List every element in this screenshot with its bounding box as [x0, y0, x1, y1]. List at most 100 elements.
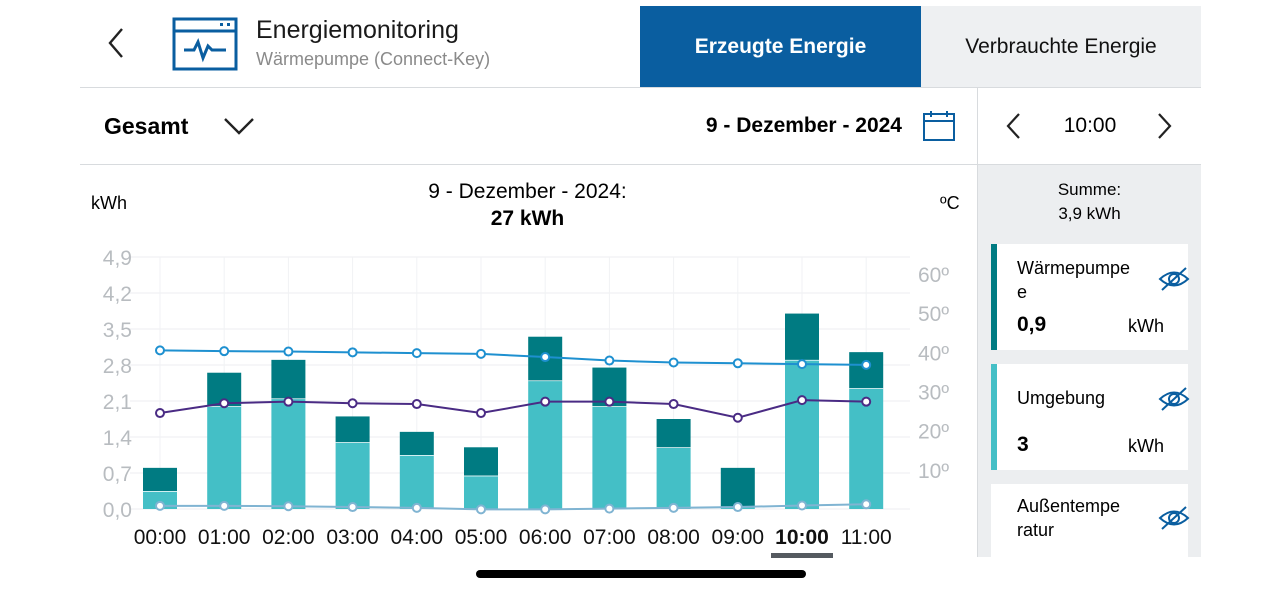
bar-umgebung — [785, 359, 819, 509]
bar-umgebung — [207, 406, 242, 509]
temperature-line — [159, 399, 867, 419]
temperature-point — [155, 408, 165, 419]
page-title: Energiemonitoring — [256, 16, 459, 44]
bar-waermepumpe — [656, 419, 691, 448]
temperature-point — [861, 359, 872, 370]
temperature-point — [155, 500, 165, 511]
selected-time-indicator — [771, 553, 833, 558]
temperature-point — [283, 396, 294, 407]
chart-total: 27 kWh — [490, 207, 565, 230]
temperature-point — [732, 412, 743, 423]
divider-vertical — [977, 87, 978, 557]
x-tick-label: 00:00 — [134, 526, 187, 549]
y-tick-label-left: 2,1 — [103, 391, 132, 414]
bar-umgebung — [656, 447, 691, 509]
bar-waermepumpe — [785, 313, 819, 360]
temperature-point — [668, 502, 679, 513]
x-tick-label: 08:00 — [647, 526, 700, 549]
y-tick-label-left: 0,0 — [103, 499, 132, 522]
next-time-button[interactable] — [1150, 111, 1178, 141]
temperature-point — [219, 398, 230, 409]
temperature-point — [797, 359, 807, 370]
x-tick-label: 03:00 — [326, 526, 379, 549]
selected-date: 9 - Dezember - 2024 — [705, 114, 902, 137]
previous-time-button[interactable] — [1000, 111, 1028, 141]
energy-monitor-icon — [172, 17, 238, 71]
bar-umgebung — [592, 406, 627, 509]
card-name: Umgebung — [1017, 386, 1137, 410]
y-tick-label-left: 4,2 — [103, 283, 132, 306]
temperature-point — [219, 346, 230, 357]
x-tick-label: 02:00 — [262, 526, 315, 549]
divider — [80, 164, 1201, 165]
card-value: 3 — [1017, 433, 1029, 456]
bar-waermepumpe — [271, 359, 306, 399]
temperature-point — [347, 398, 358, 409]
temperature-point — [283, 346, 294, 357]
card-name-line: e — [1017, 282, 1028, 302]
temperature-point — [219, 500, 230, 511]
bar-waermepumpe — [720, 467, 755, 507]
y-tick-label-right: 50º — [918, 303, 949, 326]
y-axis-left-unit: kWh — [91, 193, 127, 213]
card-unit: kWh — [1128, 316, 1164, 336]
bar-waermepumpe — [399, 431, 434, 455]
bar-umgebung — [464, 475, 498, 509]
x-tick-label: 06:00 — [519, 526, 572, 549]
eye-slash-icon[interactable] — [1157, 265, 1191, 293]
temperature-point — [604, 503, 615, 514]
y-tick-label-right: 30º — [918, 382, 949, 405]
bar-umgebung — [335, 442, 370, 509]
temperature-point — [476, 504, 486, 515]
temperature-point — [411, 502, 422, 513]
temperature-point — [347, 347, 358, 358]
bar-umgebung — [271, 398, 306, 509]
x-tick-label: 10:00 — [775, 526, 829, 549]
sum-label: Summe: — [1057, 180, 1122, 199]
temperature-point — [540, 352, 551, 363]
temperature-point — [668, 399, 679, 410]
eye-slash-icon[interactable] — [1157, 385, 1191, 413]
energy-chart[interactable]: 0,0 0,7 1,4 2,1 2,8 3,5 4,2 4,9 10º 20º 30º 40º 50º 6… — [80, 240, 975, 558]
back-button[interactable] — [100, 24, 136, 62]
y-tick-label-left: 0,7 — [103, 463, 132, 486]
sum-summary: Summe: 3,9 kWh — [978, 178, 1201, 226]
x-tick-label: 05:00 — [455, 526, 508, 549]
y-axis-right-unit: ºC — [940, 193, 960, 213]
chevron-left-icon — [108, 28, 123, 58]
x-tick-label: 09:00 — [712, 526, 765, 549]
temperature-point — [540, 396, 551, 407]
card-environment[interactable]: Umgebung 3 kWh — [991, 364, 1191, 470]
temperature-point — [540, 504, 551, 515]
temperature-point — [476, 348, 486, 359]
temperature-point — [797, 500, 807, 511]
x-tick-label: 11:00 — [841, 526, 892, 549]
y-tick-label-left: 1,4 — [103, 427, 133, 450]
x-tick-label: 07:00 — [583, 526, 636, 549]
temperature-point — [604, 396, 615, 407]
tab-consumed-energy[interactable]: Verbrauchte Energie — [921, 6, 1201, 87]
card-color-bar — [991, 364, 997, 470]
scope-select-label[interactable]: Gesamt — [104, 113, 189, 139]
temperature-point — [861, 499, 872, 510]
card-outdoor-temperature[interactable]: Außentempe ratur — [991, 484, 1191, 557]
tab-produced-energy[interactable]: Erzeugte Energie — [640, 6, 921, 87]
temperature-point — [861, 396, 872, 407]
chevron-down-icon[interactable] — [222, 112, 256, 140]
chart-date: 9 - Dezember - 2024: — [428, 180, 627, 203]
y-tick-label-left: 3,5 — [103, 319, 132, 342]
eye-slash-icon[interactable] — [1157, 504, 1191, 532]
x-tick-label: 04:00 — [391, 526, 444, 549]
temperature-point — [411, 348, 422, 359]
bar-umgebung — [143, 491, 177, 509]
home-indicator[interactable] — [476, 570, 806, 578]
x-tick-label: 01:00 — [198, 526, 251, 549]
card-name: Außentempe ratur — [1017, 494, 1137, 542]
temperature-point — [411, 399, 422, 410]
card-name-line: Außentempe — [1017, 496, 1121, 516]
calendar-icon[interactable] — [922, 110, 956, 142]
card-heat-pump[interactable]: Wärmepumpe e 0,9 kWh — [991, 244, 1191, 350]
y-tick-label-left: 2,8 — [103, 355, 132, 378]
chevron-right-icon — [1158, 113, 1172, 139]
temperature-point — [732, 502, 743, 513]
